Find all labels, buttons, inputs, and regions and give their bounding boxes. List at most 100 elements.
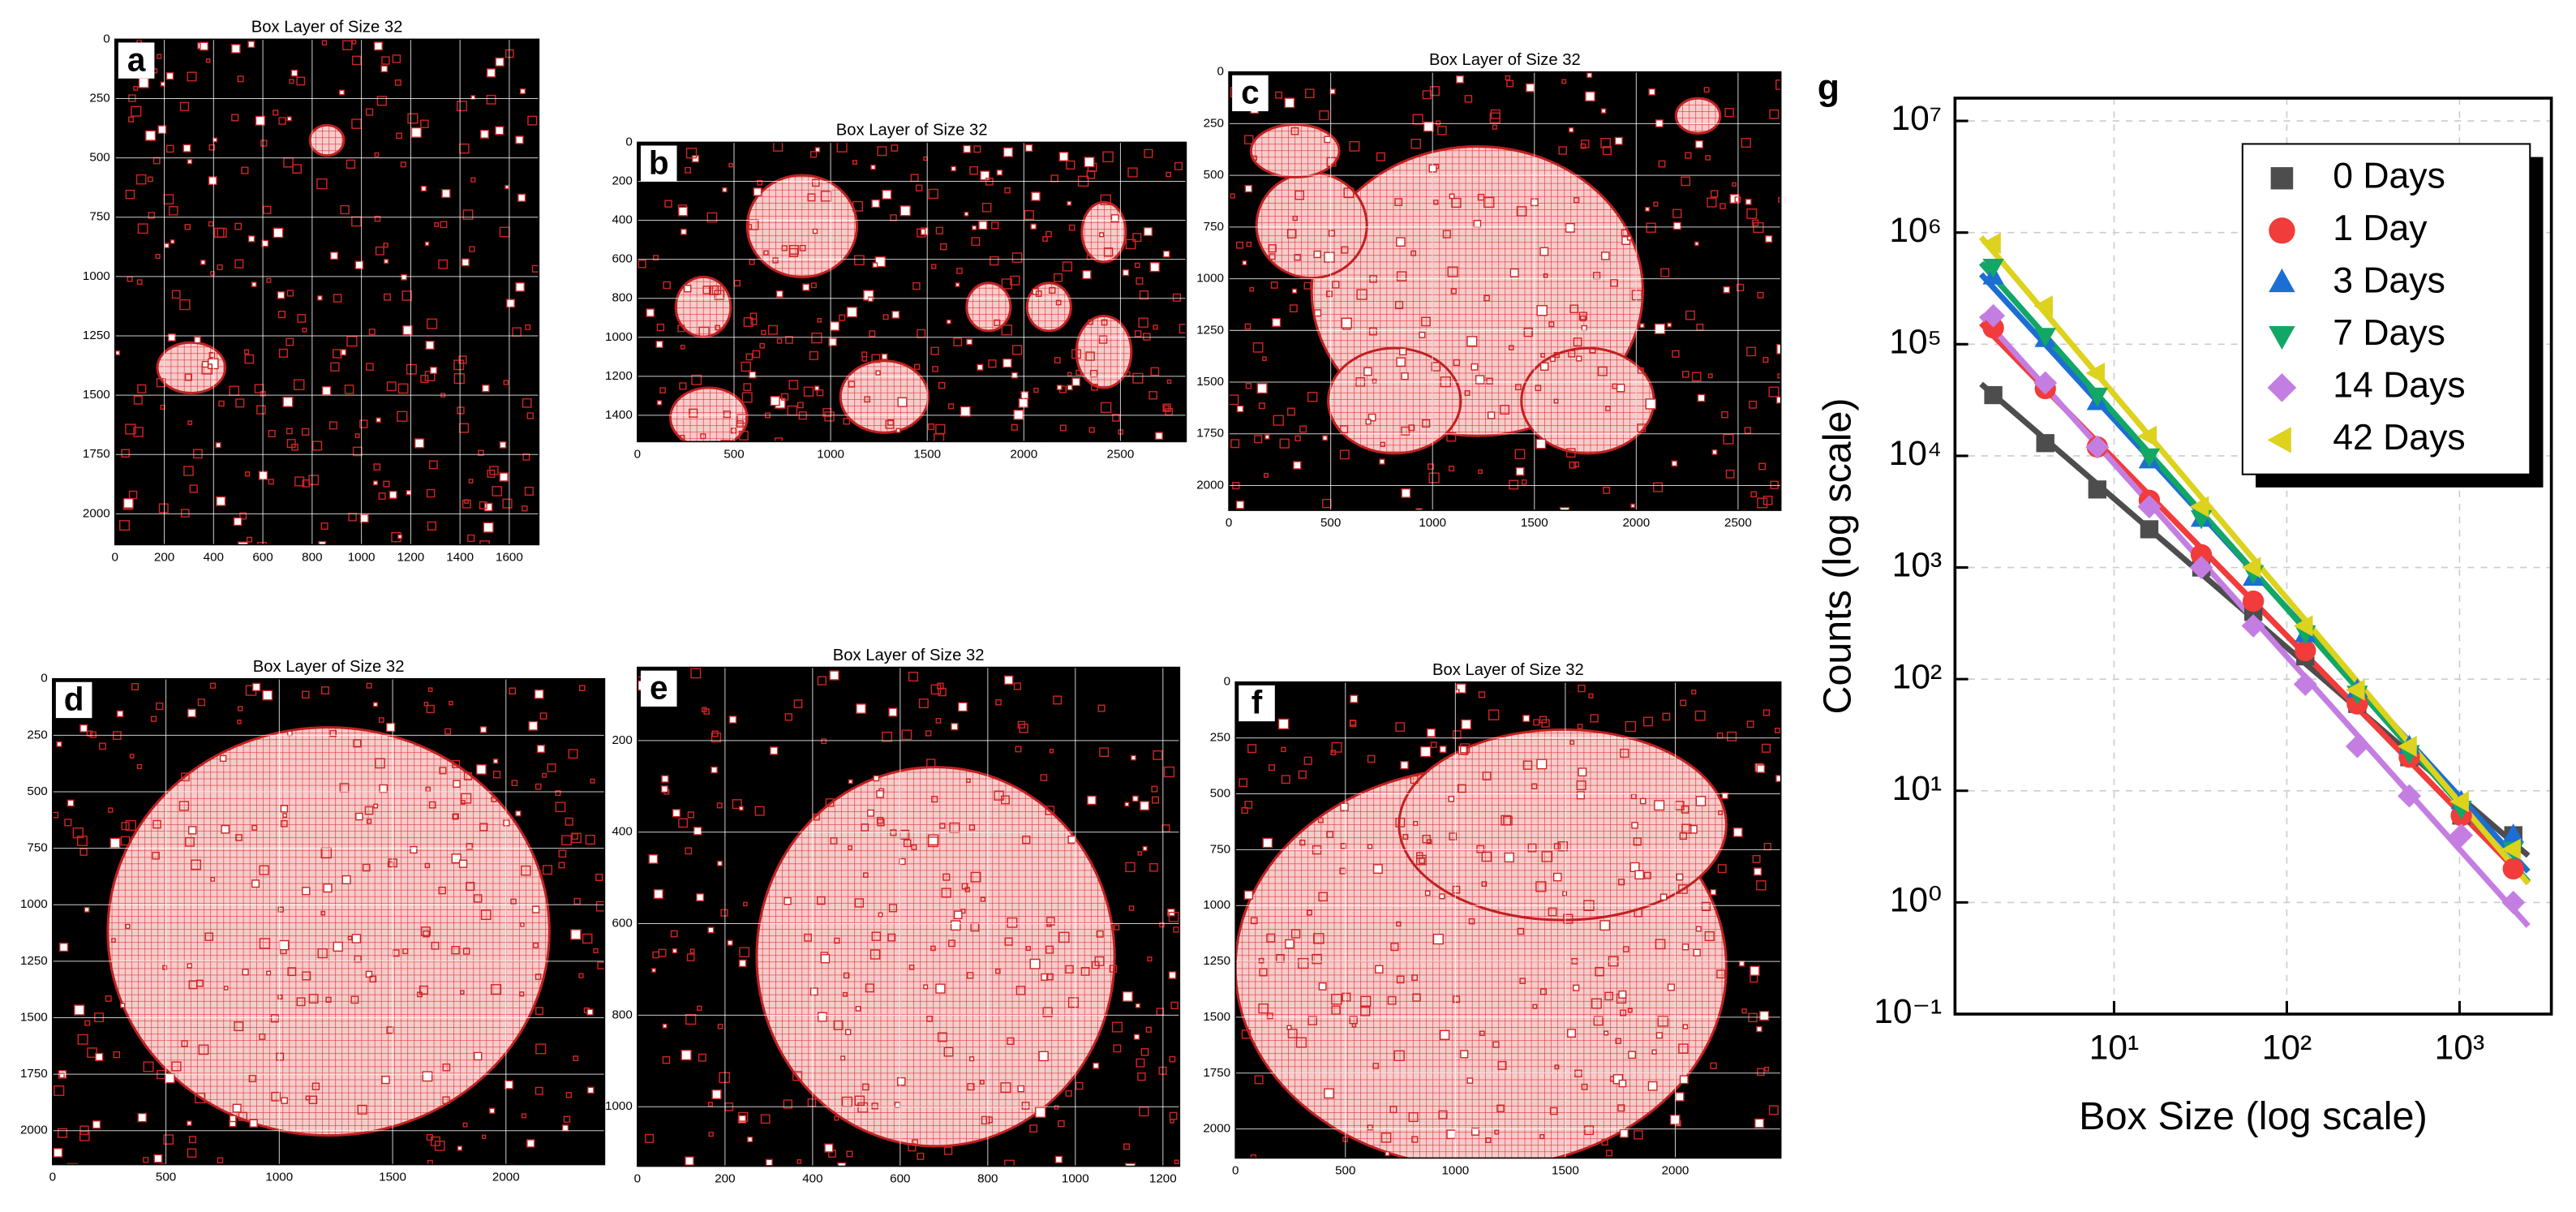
box-outline (397, 383, 409, 394)
box-outline (486, 94, 496, 105)
box-outline (77, 836, 88, 846)
box-outline (1298, 770, 1307, 779)
box-outline (927, 834, 939, 846)
box-outline (347, 935, 353, 941)
box-outline (535, 1007, 543, 1016)
box-outline (366, 819, 372, 824)
legend-label: 0 Days (2333, 157, 2445, 196)
box-outline (1576, 791, 1585, 800)
box-outline (423, 930, 430, 938)
box-outline (420, 926, 431, 936)
box-outline (1286, 407, 1295, 416)
box-outline (1341, 317, 1352, 329)
box-outline (1244, 323, 1252, 330)
box-outline (1331, 741, 1342, 753)
box-outline (981, 202, 992, 213)
box-outline (215, 442, 221, 449)
box-outline (1340, 802, 1349, 811)
box-outline (864, 396, 871, 403)
box-outline (908, 965, 915, 970)
box-outline (164, 243, 170, 248)
box-outline (1552, 872, 1562, 882)
box-outline (1505, 75, 1511, 81)
box-outline (1655, 1032, 1663, 1039)
box-outline (754, 806, 765, 816)
marker (2269, 269, 2295, 293)
box-outline (733, 279, 741, 287)
box-outline (1768, 386, 1780, 398)
box-outline (1367, 754, 1376, 763)
box-outline (855, 1006, 861, 1012)
image-panel: 0 500 1000 1500 2000 250002505007501000125015… (1196, 51, 1782, 530)
box-outline (1015, 746, 1022, 753)
box-outline (1439, 746, 1447, 754)
box-outline (475, 764, 487, 775)
box-outline (1593, 1016, 1604, 1026)
box-outline (1380, 441, 1385, 448)
box-outline (691, 155, 700, 163)
box-outline (656, 323, 665, 332)
box-outline (1318, 892, 1328, 902)
box-outline (821, 738, 827, 745)
box-outline (1067, 997, 1080, 1008)
x-tick-label: 1500 (1552, 1164, 1579, 1178)
box-outline (244, 349, 250, 355)
box-outline (1155, 432, 1163, 441)
box-outline (341, 875, 351, 885)
box-outline (1648, 88, 1656, 96)
box-outline (108, 807, 114, 813)
box-outline (659, 387, 666, 393)
box-outline (401, 273, 407, 281)
box-outline (1721, 792, 1728, 800)
box-outline (375, 246, 384, 256)
box-outline (943, 1146, 953, 1155)
y-tick-label: 500 (1210, 786, 1230, 800)
box-outline (1150, 367, 1160, 376)
box-outline (558, 849, 567, 858)
x-tick-label: 0 (634, 448, 641, 462)
box-outline (424, 862, 431, 869)
box-outline (503, 819, 510, 827)
box-outline (1410, 139, 1421, 149)
box-outline (1476, 845, 1485, 853)
box-outline (578, 685, 586, 691)
box-outline (1753, 221, 1764, 234)
box-outline (219, 754, 227, 763)
box-outline (157, 125, 167, 135)
cell-cluster (965, 282, 1012, 333)
box-outline (869, 949, 881, 960)
box-outline (784, 713, 793, 721)
box-outline (1050, 174, 1058, 183)
box-outline (400, 161, 406, 168)
box-outline (653, 255, 659, 261)
box-outline (187, 1148, 197, 1158)
box-outline (1298, 957, 1309, 969)
box-outline (1289, 304, 1298, 313)
x-tick-label: 0 (1232, 1164, 1239, 1178)
box-outline (379, 784, 389, 793)
box-outline (542, 865, 553, 875)
box-outline (268, 479, 274, 485)
box-outline (1489, 112, 1501, 123)
box-outline (461, 800, 466, 805)
box-outline (1103, 247, 1114, 257)
box-outline (1401, 426, 1410, 436)
box-outline (1477, 193, 1485, 201)
box-outline (709, 285, 719, 295)
box-outline (427, 1159, 433, 1165)
panel-label: c (1241, 74, 1260, 111)
box-outline (128, 116, 135, 122)
box-outline (1626, 235, 1632, 241)
x-tick-label: 200 (154, 551, 174, 565)
box-outline (1324, 135, 1332, 144)
box-outline (1504, 852, 1514, 863)
box-outline (328, 421, 337, 430)
box-outline (487, 469, 496, 478)
box-outline (1449, 193, 1455, 200)
box-outline (1756, 1068, 1765, 1077)
box-outline (1655, 939, 1666, 950)
box-outline (58, 943, 69, 952)
x-tick-label: 600 (890, 1172, 910, 1186)
box-outline (481, 1134, 487, 1140)
